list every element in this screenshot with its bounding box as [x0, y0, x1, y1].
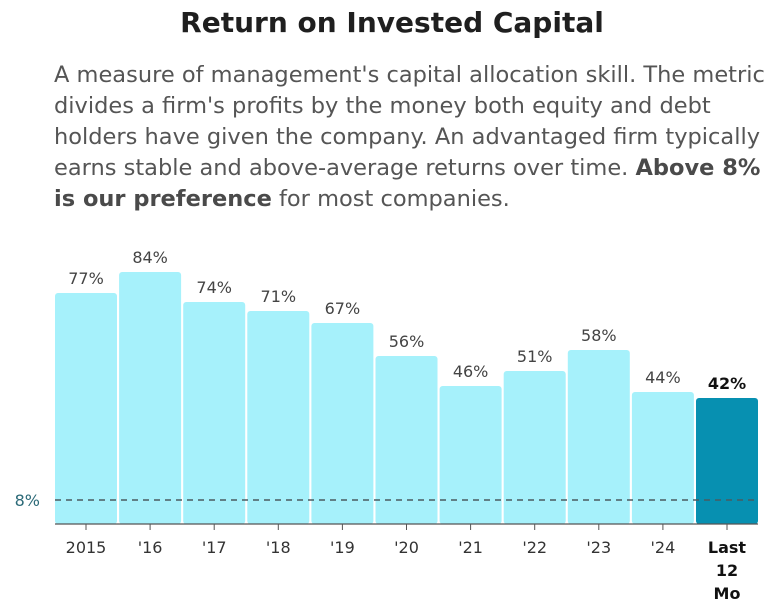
value-label-4: 67%: [325, 299, 361, 318]
x-tick-label-0: 2015: [66, 538, 107, 557]
value-label-1: 84%: [132, 248, 168, 267]
x-ticks-group: [85, 524, 728, 530]
value-label-9: 44%: [645, 368, 681, 387]
reference-label-8pct: 8%: [15, 491, 40, 510]
bars-group: [55, 272, 758, 524]
description-text-2: for most companies.: [271, 186, 510, 212]
x-tick-label-10: Last 12 Mo: [708, 538, 747, 603]
bar-2[interactable]: [183, 302, 246, 524]
x-tick-label-2: '17: [202, 538, 227, 557]
bar-0[interactable]: [55, 293, 117, 524]
value-label-7: 51%: [517, 347, 553, 366]
bar-3[interactable]: [247, 311, 310, 524]
x-tick-label-5: '20: [394, 538, 419, 557]
x-tick-labels-group: 2015 '16 '17 '18 '19 '20 '21 '22 '23 '24 Last 12 Mo: [66, 538, 747, 603]
bar-10[interactable]: [696, 398, 758, 524]
x-tick-label-1: '16: [138, 538, 163, 557]
description-text-1: A measure of management's capital alloca…: [54, 62, 765, 181]
chart-title: Return on Invested Capital: [180, 6, 604, 39]
x-tick-label-8: '23: [586, 538, 611, 557]
value-label-8: 58%: [581, 326, 617, 345]
description-emphasis: Above 8% is our preference: [54, 155, 761, 212]
bar-8[interactable]: [567, 350, 630, 524]
value-label-6: 46%: [453, 362, 489, 381]
value-label-5: 56%: [389, 332, 425, 351]
bar-9[interactable]: [631, 392, 694, 524]
value-label-0: 77%: [68, 269, 104, 288]
x-tick-label-3: '18: [266, 538, 291, 557]
bar-6[interactable]: [439, 386, 502, 524]
value-label-2: 74%: [196, 278, 232, 297]
chart-description: A measure of management's capital alloca…: [54, 60, 774, 215]
value-labels-group: 77% 84% 74% 71% 67% 56% 46% 51% 58% 44% 42%: [68, 248, 746, 393]
x-tick-label-7: '22: [522, 538, 547, 557]
bar-1[interactable]: [119, 272, 182, 524]
x-tick-label-4: '19: [330, 538, 355, 557]
value-label-3: 71%: [261, 287, 297, 306]
bar-5[interactable]: [375, 356, 438, 524]
x-tick-label-6: '21: [458, 538, 483, 557]
bar-7[interactable]: [503, 371, 566, 524]
value-label-10: 42%: [708, 374, 746, 393]
bar-4[interactable]: [311, 323, 374, 524]
x-tick-label-9: '24: [651, 538, 676, 557]
